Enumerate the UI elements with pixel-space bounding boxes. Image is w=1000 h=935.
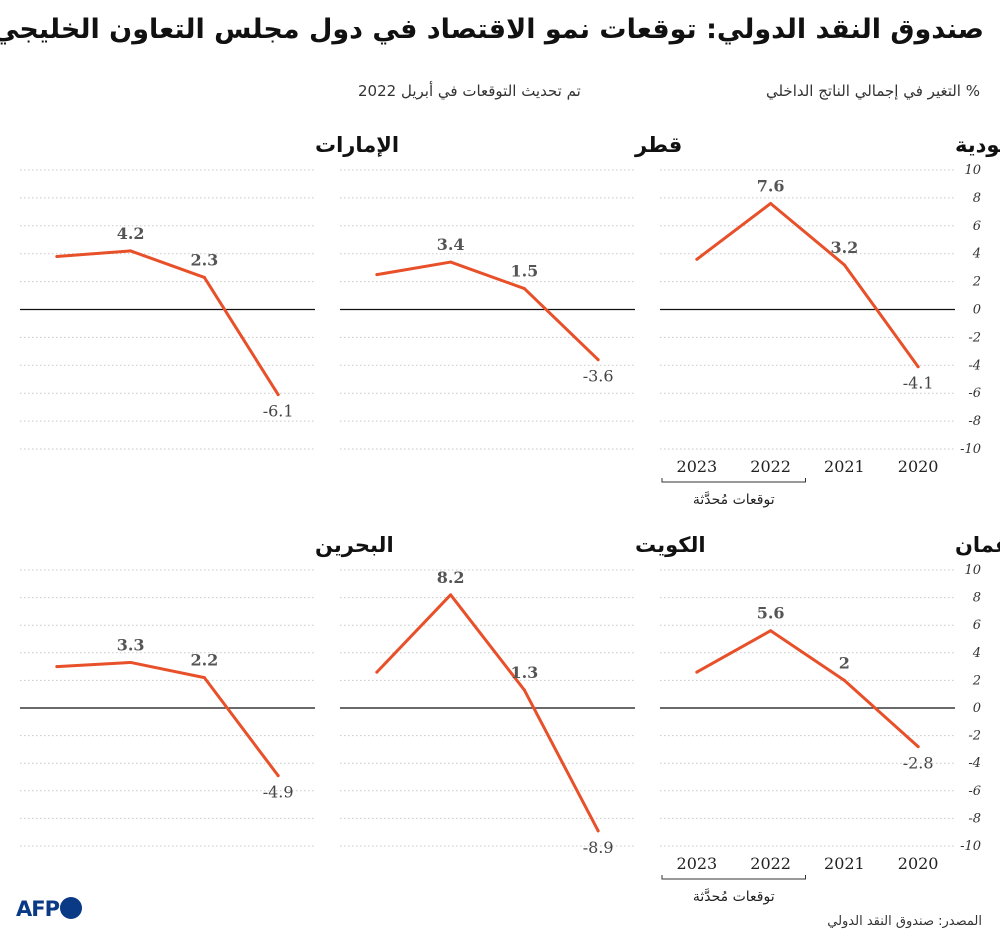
- panel-6-value-label-2021: 2.2: [190, 651, 218, 670]
- panel-1-y-tick-label: 4: [972, 247, 981, 262]
- panel-1-y-tick-label: 6: [973, 219, 981, 234]
- panel-4-year-label-2022: 2022: [750, 854, 791, 873]
- panel-5-point-2023: [375, 670, 379, 674]
- panel-4-forecast-label: توقعات مُحدَّثة: [693, 888, 775, 905]
- panel-2-value-label-2022: 3.4: [437, 235, 465, 254]
- panel-4-y-tick-label: -2: [968, 729, 981, 744]
- panel-5-value-label-2020: -8.9: [583, 838, 614, 857]
- panel-3-value-label-2020: -6.1: [263, 402, 294, 421]
- panel-6-series-line: [55, 660, 280, 778]
- panel-3-series-line: [55, 249, 280, 397]
- unit-subtitle: % التغير في إجمالي الناتج الداخلي: [765, 82, 980, 100]
- update-subtitle: تم تحديث التوقعات في أبريل 2022: [358, 82, 581, 100]
- panel-1-year-label-2021: 2021: [824, 457, 865, 476]
- panel-1-year-label-2022: 2022: [750, 457, 791, 476]
- panel-1-series-line: [695, 201, 920, 369]
- panel-2-point-2021: [522, 287, 526, 291]
- panel-4-y-tick-label: 0: [973, 701, 981, 716]
- panel-6-value-label-2020: -4.9: [263, 783, 294, 802]
- panel-3-point-2021: [202, 275, 206, 279]
- panel-1-point-2021: [842, 263, 846, 267]
- panel-1-point-2020: [916, 365, 920, 369]
- panel-2-value-label-2020: -3.6: [583, 367, 614, 386]
- panel-3-value-label-2022: 4.2: [117, 224, 145, 243]
- afp-logo: AFP: [16, 897, 82, 921]
- panel-4-year-label-2020: 2020: [898, 854, 939, 873]
- panel-2-point-2022: [449, 260, 453, 264]
- panel-4-value-label-2021: 2: [839, 653, 850, 672]
- panel-1-y-tick-label: 8: [973, 191, 981, 206]
- panel-6-title: البحرين: [315, 533, 394, 557]
- panel-1-point-2022: [769, 201, 773, 205]
- panel-4-y-tick-label: -6: [968, 784, 981, 799]
- panel-6-point-2021: [202, 676, 206, 680]
- panel-1-point-2023: [695, 257, 699, 261]
- panel-1-y-tick-label: -2: [968, 330, 981, 345]
- panel-1-year-label-2020: 2020: [898, 457, 939, 476]
- panel-4-point-2023: [695, 670, 699, 674]
- panel-4-title: عمان: [955, 533, 1000, 557]
- panel-4-point-2020: [916, 745, 920, 749]
- chart-title: صندوق النقد الدولي: توقعات نمو الاقتصاد …: [0, 14, 984, 45]
- panel-4-point-2022: [769, 629, 773, 633]
- panel-4-y-tick-label: 4: [972, 646, 981, 661]
- panel-4-y-tick-label: 8: [973, 591, 981, 606]
- panel-5-point-2020: [596, 829, 600, 833]
- panel-1-value-label-2020: -4.1: [903, 374, 934, 393]
- panel-2-point-2020: [596, 358, 600, 362]
- afp-logo-dot: [60, 897, 82, 919]
- panel-4-y-tick-label: 2: [972, 673, 981, 688]
- panel-4-series-line: [695, 629, 920, 749]
- panel-3-point-2022: [129, 249, 133, 253]
- panel-4-y-tick-label: -8: [968, 811, 981, 826]
- panel-1-forecast-bracket: [661, 478, 806, 483]
- panel-5-series-line: [375, 593, 600, 833]
- panel-4-y-tick-label: -4: [968, 756, 981, 771]
- panel-3-point-2023: [55, 254, 59, 258]
- panel-1-y-tick-label: 2: [972, 275, 981, 290]
- source-note: المصدر: صندوق النقد الدولي: [827, 914, 982, 929]
- panel-4-y-tick-label: -10: [960, 839, 981, 854]
- panel-3-title: الإمارات: [315, 133, 399, 157]
- panel-1-y-tick-label: -10: [960, 442, 981, 457]
- panel-5-value-label-2022: 8.2: [437, 568, 465, 587]
- panel-2-title: قطر: [634, 133, 682, 157]
- panel-5-value-label-2021: 1.3: [510, 663, 538, 682]
- panel-1-y-tick-label: -6: [968, 386, 981, 401]
- panel-1-value-label-2021: 3.2: [830, 238, 858, 257]
- panel-4-year-label-2023: 2023: [677, 854, 718, 873]
- panel-1-value-label-2022: 7.6: [757, 176, 785, 195]
- panel-1-y-tick-label: 0: [973, 303, 981, 318]
- panel-3-value-label-2021: 2.3: [190, 250, 218, 269]
- panel-5-point-2022: [449, 593, 453, 597]
- panel-1-y-tick-label: -4: [968, 358, 981, 373]
- panel-4-y-tick-label: 6: [973, 618, 981, 633]
- panel-4-year-label-2021: 2021: [824, 854, 865, 873]
- panel-6-point-2022: [129, 660, 133, 664]
- panel-2-series-line: [375, 260, 600, 362]
- panel-1-forecast-label: توقعات مُحدَّثة: [693, 491, 775, 508]
- panel-2-value-label-2021: 1.5: [510, 262, 538, 281]
- panel-4-forecast-bracket: [661, 875, 806, 880]
- panel-1-y-tick-label: -8: [968, 414, 981, 429]
- panel-5-title: الكويت: [635, 533, 706, 557]
- panel-3-point-2020: [276, 393, 280, 397]
- panel-2-point-2023: [375, 273, 379, 277]
- panel-6-point-2023: [55, 665, 59, 669]
- panel-4-point-2021: [842, 678, 846, 682]
- afp-logo-text: AFP: [16, 897, 60, 921]
- panel-4-value-label-2020: -2.8: [903, 754, 934, 773]
- panel-1-title: السعودية: [955, 133, 1000, 157]
- panel-4-value-label-2022: 5.6: [757, 604, 785, 623]
- panel-1-y-tick-label: 10: [964, 163, 981, 178]
- panel-6-point-2020: [276, 774, 280, 778]
- panel-6-value-label-2022: 3.3: [117, 635, 145, 654]
- panel-5-point-2021: [522, 688, 526, 692]
- panel-4-y-tick-label: 10: [964, 563, 981, 578]
- panel-1-year-label-2023: 2023: [677, 457, 718, 476]
